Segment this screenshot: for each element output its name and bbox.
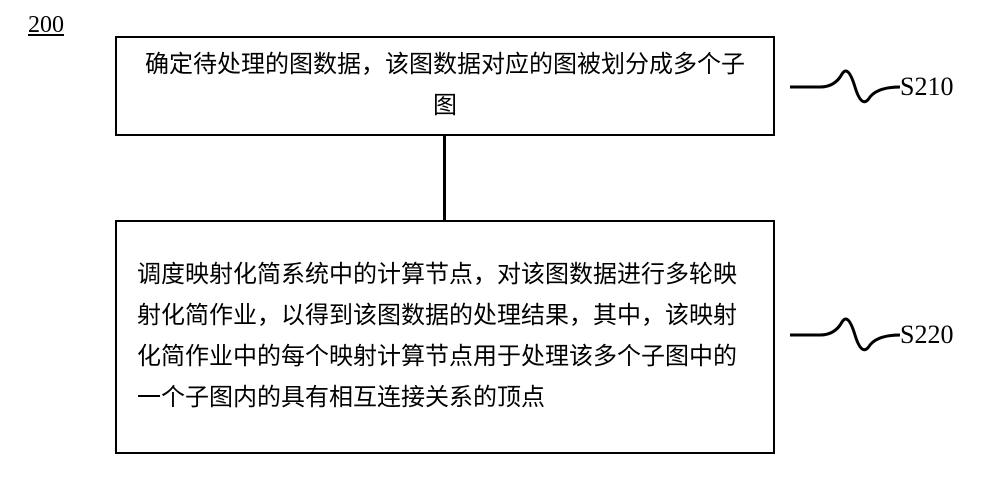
figure-number: 200 [28, 12, 64, 39]
step-label-s220: S220 [900, 320, 953, 350]
flowchart-step-2: 调度映射化简系统中的计算节点，对该图数据进行多轮映射化简作业，以得到该图数据的处… [115, 220, 775, 454]
flowchart-step-1: 确定待处理的图数据，该图数据对应的图被划分成多个子图 [115, 36, 775, 136]
connector-squiggle-2 [790, 310, 900, 360]
flowchart-step-2-text: 调度映射化简系统中的计算节点，对该图数据进行多轮映射化简作业，以得到该图数据的处… [137, 255, 753, 418]
connector-squiggle-1 [790, 62, 900, 112]
flowchart-connector [443, 136, 446, 220]
step-label-s210: S210 [900, 72, 953, 102]
flowchart-step-1-text: 确定待处理的图数据，该图数据对应的图被划分成多个子图 [137, 45, 753, 127]
